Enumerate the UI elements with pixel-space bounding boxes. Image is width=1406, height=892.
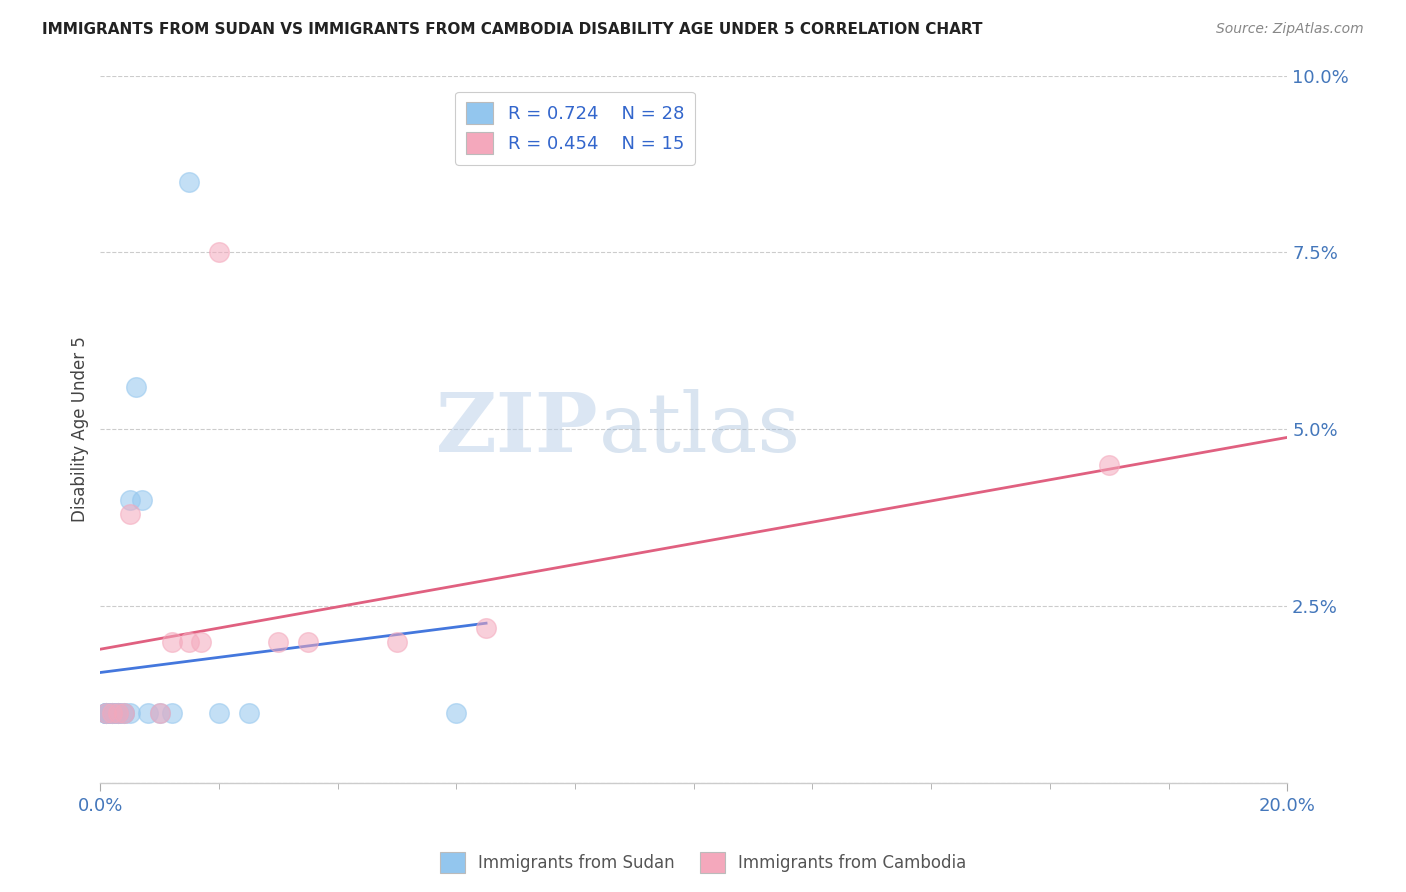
Point [96, 706, 118, 720]
Point [96, 706, 118, 720]
Point [112, 706, 135, 720]
Point [118, 493, 141, 508]
Point [107, 706, 129, 720]
Point [101, 706, 124, 720]
Text: IMMIGRANTS FROM SUDAN VS IMMIGRANTS FROM CAMBODIA DISABILITY AGE UNDER 5 CORRELA: IMMIGRANTS FROM SUDAN VS IMMIGRANTS FROM… [42, 22, 983, 37]
Point [112, 706, 135, 720]
Point [118, 508, 141, 522]
Point [131, 493, 153, 508]
Point [107, 706, 129, 720]
Point [96, 706, 118, 720]
Point [446, 706, 468, 720]
Legend: R = 0.724    N = 28, R = 0.454    N = 15: R = 0.724 N = 28, R = 0.454 N = 15 [456, 92, 695, 164]
Point [297, 635, 319, 649]
Point [238, 706, 260, 720]
Point [101, 706, 124, 720]
Text: ZIP: ZIP [436, 390, 599, 469]
Point [179, 635, 201, 649]
Point [101, 706, 124, 720]
Point [208, 245, 231, 260]
Point [118, 706, 141, 720]
Point [96, 706, 118, 720]
Point [96, 706, 118, 720]
Point [136, 706, 159, 720]
Point [96, 706, 118, 720]
Point [190, 635, 212, 649]
Point [112, 706, 135, 720]
Point [179, 175, 201, 189]
Point [208, 706, 231, 720]
Point [385, 635, 408, 649]
Point [160, 706, 183, 720]
Point [101, 706, 124, 720]
Text: atlas: atlas [599, 390, 801, 469]
Point [101, 706, 124, 720]
Point [107, 706, 129, 720]
Point [1098, 458, 1121, 472]
Point [267, 635, 290, 649]
Point [101, 706, 124, 720]
Point [475, 621, 498, 635]
Point [149, 706, 172, 720]
Point [96, 706, 118, 720]
Legend: Immigrants from Sudan, Immigrants from Cambodia: Immigrants from Sudan, Immigrants from C… [433, 846, 973, 880]
Point [125, 380, 148, 394]
Y-axis label: Disability Age Under 5: Disability Age Under 5 [72, 336, 89, 523]
Point [149, 706, 172, 720]
Point [160, 635, 183, 649]
Text: Source: ZipAtlas.com: Source: ZipAtlas.com [1216, 22, 1364, 37]
Point [107, 706, 129, 720]
Point [107, 706, 129, 720]
